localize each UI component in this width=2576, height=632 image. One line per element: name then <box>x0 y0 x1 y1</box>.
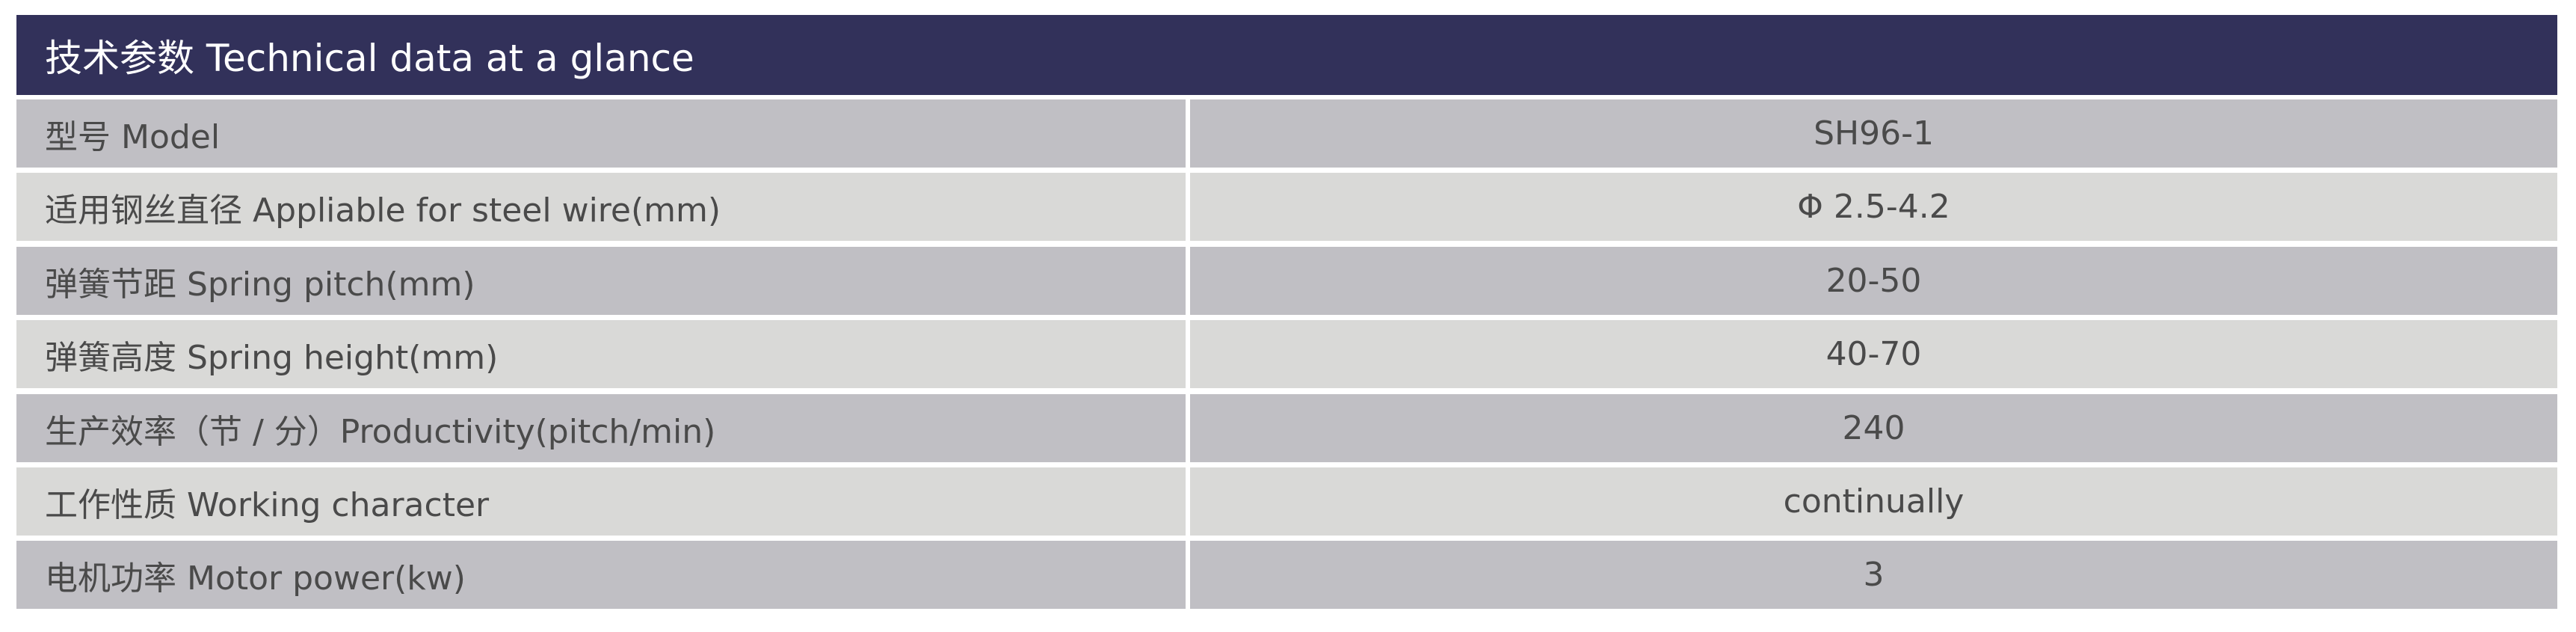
row-label: 生产效率（节 / 分）Productivity(pitch/min) <box>16 394 1186 462</box>
row-value: continually <box>1190 467 2557 536</box>
table-row-spring-height: 弹簧高度 Spring height(mm) 40-70 <box>16 320 2557 388</box>
table-row-wire-diameter: 适用钢丝直径 Appliable for steel wire(mm) Φ 2.… <box>16 173 2557 241</box>
row-value: SH96-1 <box>1190 99 2557 168</box>
table-row-working-character: 工作性质 Working character continually <box>16 467 2557 536</box>
row-value: 40-70 <box>1190 320 2557 388</box>
row-value: 20-50 <box>1190 247 2557 315</box>
row-value: Φ 2.5-4.2 <box>1190 173 2557 241</box>
table-row-productivity: 生产效率（节 / 分）Productivity(pitch/min) 240 <box>16 394 2557 462</box>
table-title: 技术参数 Technical data at a glance <box>16 15 2557 95</box>
row-value: 3 <box>1190 541 2557 609</box>
table-row-spring-pitch: 弹簧节距 Spring pitch(mm) 20-50 <box>16 247 2557 315</box>
row-label: 弹簧高度 Spring height(mm) <box>16 320 1186 388</box>
row-label: 弹簧节距 Spring pitch(mm) <box>16 247 1186 315</box>
table-row-motor-power: 电机功率 Motor power(kw) 3 <box>16 541 2557 609</box>
row-label: 型号 Model <box>16 99 1186 168</box>
row-label: 工作性质 Working character <box>16 467 1186 536</box>
row-label: 电机功率 Motor power(kw) <box>16 541 1186 609</box>
table-row-model: 型号 Model SH96-1 <box>16 99 2557 168</box>
row-value: 240 <box>1190 394 2557 462</box>
row-label: 适用钢丝直径 Appliable for steel wire(mm) <box>16 173 1186 241</box>
